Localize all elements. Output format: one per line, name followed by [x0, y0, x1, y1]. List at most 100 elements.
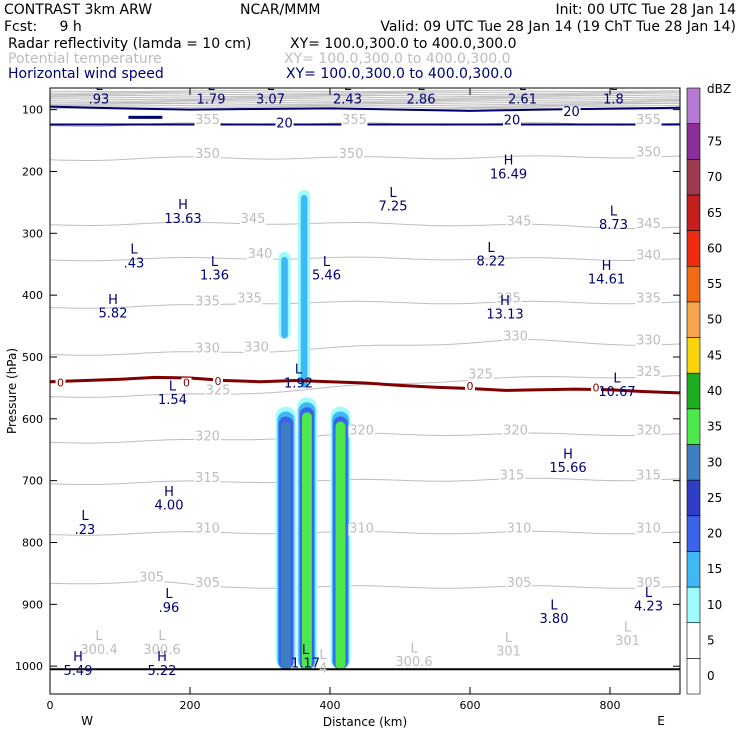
theta-label: 315 [636, 468, 661, 483]
theta-upper-contour [50, 93, 680, 96]
extremum-value: 4.00 [155, 499, 184, 514]
zero-isotherm-line [50, 375, 680, 395]
tower-3-layer [335, 421, 346, 670]
y-tick-label: 200 [22, 165, 43, 178]
theta-label: 325 [636, 365, 661, 380]
theta-label: 345 [636, 217, 661, 232]
theta-label-bg [506, 523, 532, 536]
theta-extremum-letter: L [158, 629, 166, 644]
model-title: CONTRAST 3km ARW [4, 2, 152, 18]
extremum-value: 2.43 [333, 92, 362, 107]
theta-label-bg [341, 114, 368, 127]
theta-label: 315 [500, 468, 525, 483]
theta-label: 335 [195, 295, 220, 310]
colorbar-swatch [686, 301, 701, 338]
theta-label-bg [635, 250, 662, 263]
theta-label: 320 [636, 423, 661, 438]
theta-label-bg [635, 523, 662, 536]
theta-label-bg [467, 369, 494, 382]
theta-label-bg [348, 425, 375, 438]
theta-label-bg [635, 218, 662, 231]
colorbar-swatch [686, 265, 701, 303]
colorbar-label: 15 [707, 562, 722, 576]
field-name-reflectivity: Radar reflectivity (lamda = 10 cm) [8, 36, 251, 52]
theta-label-bg [635, 114, 662, 127]
theta-upper-contour [50, 106, 680, 109]
theta-label: 340 [636, 248, 661, 263]
theta-label-bg [194, 472, 221, 485]
extremum-letter: H [178, 198, 188, 213]
extremum-value: 3.80 [540, 612, 569, 627]
extremum-value: .96 [159, 601, 180, 616]
theta-label-bg [506, 216, 532, 229]
extremum-letter: L [81, 509, 89, 524]
extremum-value: .23 [75, 523, 96, 538]
extremum-value: 1.17 [291, 656, 320, 671]
colorbar-swatch [686, 551, 701, 588]
extremum-value: 1.92 [284, 376, 313, 391]
theta-label: 340 [248, 247, 273, 262]
colorbar-label: 75 [707, 135, 722, 149]
field-xy-wind: XY= 100.0,300.0 to 400.0,300.0 [286, 66, 513, 82]
extremum-value: 1.8 [603, 92, 624, 107]
extremum-letter: H [563, 447, 573, 462]
zero-label: 0 [183, 377, 190, 390]
extremum-letter: L [389, 186, 397, 201]
theta-label: 345 [507, 214, 532, 229]
theta-label-bg [194, 148, 221, 161]
theta-label-bg [205, 385, 231, 398]
theta-label-bg [194, 296, 221, 309]
theta-extremum-letter: L [505, 631, 513, 646]
theta-label-bg [506, 578, 532, 591]
colorbar-swatch [686, 586, 701, 624]
theta-label-bg [138, 572, 165, 585]
theta-contour-345 [50, 221, 680, 230]
colorbar-label: 55 [707, 277, 722, 291]
extremum-value: 8.73 [599, 218, 628, 233]
wind-label: 20 [276, 117, 293, 132]
extremum-value: 5.46 [312, 269, 341, 284]
extremum-letter: H [164, 485, 174, 500]
theta-label: 345 [241, 212, 266, 227]
theta-extremum-value: 301 [615, 634, 640, 649]
theta-label: 305 [636, 576, 661, 591]
extremum-letter: H [602, 259, 612, 274]
theta-upper-contour [50, 98, 680, 101]
theta-label: 325 [468, 368, 493, 383]
extremum-value: 5.22 [148, 664, 177, 679]
theta-upper-contour [50, 101, 680, 104]
theta-label: 305 [195, 576, 220, 591]
zero-label-bg [181, 377, 192, 390]
anvil-center-layer [300, 195, 308, 388]
theta-upper-contour [50, 103, 680, 105]
field-xy-reflectivity: XY= 100.0,300.0 to 400.0,300.0 [290, 36, 517, 52]
zero-label: 0 [57, 377, 64, 390]
theta-label-bg [247, 249, 273, 262]
tower-1-layer [281, 421, 291, 670]
colorbar-label: 50 [707, 313, 722, 327]
plot-area: 355 355 355 350 350 350 345 345 345 340 340 335 335 3… [50, 79, 680, 679]
extremum-letter: L [487, 241, 495, 256]
colorbar-swatch [686, 194, 701, 231]
theta-label-bg [240, 213, 266, 226]
colorbar-unit: dBZ [707, 82, 731, 96]
center-name: NCAR/MMM [240, 2, 321, 18]
theta-label: 320 [503, 423, 528, 438]
extremum-value: 15.66 [549, 461, 586, 476]
extremum-value: .43 [124, 256, 145, 271]
extremum-letter: L [550, 598, 558, 613]
extremum-letter: L [344, 79, 352, 94]
extremum-value: 16.49 [490, 167, 527, 182]
zero-label: 0 [593, 382, 600, 395]
theta-label: 355 [195, 113, 220, 128]
theta-label-bg [194, 578, 221, 591]
colorbar-swatch [686, 408, 701, 445]
colorbar-swatch [686, 515, 701, 552]
valid-time: Valid: 09 UTC Tue 28 Jan 14 (19 ChT Tue … [380, 19, 736, 35]
theta-label-bg [635, 470, 662, 483]
field-name-wind: Horizontal wind speed [8, 66, 164, 82]
colorbar-label: 10 [707, 598, 722, 612]
field-xy-theta: XY= 100.0,300.0 to 400.0,300.0 [284, 51, 511, 67]
theta-label: 335 [496, 292, 521, 307]
